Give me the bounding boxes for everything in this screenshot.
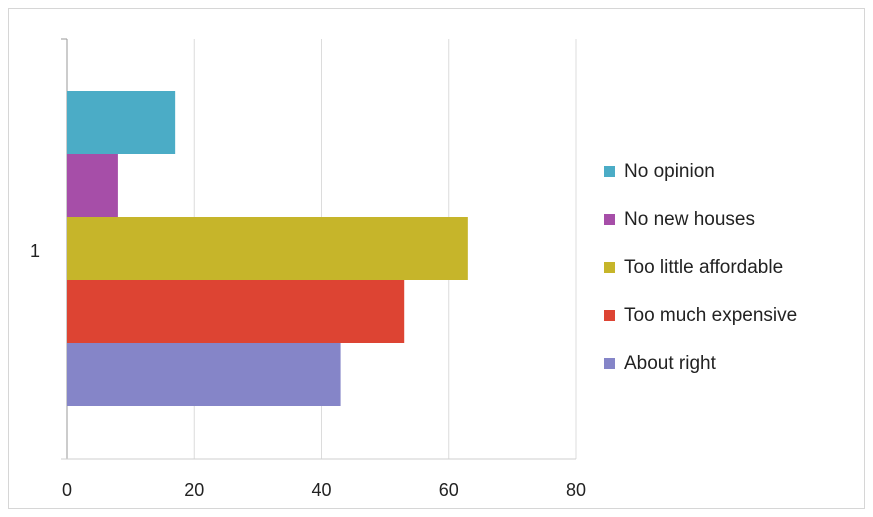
- legend-label: Too little affordable: [624, 257, 783, 278]
- legend-label: No opinion: [624, 161, 715, 182]
- x-tick-label: 20: [184, 480, 204, 500]
- legend-swatch: [604, 214, 615, 225]
- x-axis-ticks: 0 20 40 60 80: [62, 480, 586, 500]
- chart-frame: 0 20 40 60 80 1 No opinion No new houses Too l…: [8, 8, 865, 509]
- legend-swatch: [604, 358, 615, 369]
- x-tick-label: 80: [566, 480, 586, 500]
- x-tick-label: 40: [311, 480, 331, 500]
- legend-label: No new houses: [624, 209, 755, 230]
- legend-swatch: [604, 310, 615, 321]
- legend-swatch: [604, 166, 615, 177]
- legend-swatch: [604, 262, 615, 273]
- bar-no-new-houses: [67, 154, 118, 217]
- category-labels: 1: [30, 241, 40, 261]
- bar-too-much-expensive: [67, 280, 405, 343]
- bar-chart: 0 20 40 60 80 1 No opinion No new houses Too l…: [30, 38, 797, 500]
- x-tick-label: 0: [62, 480, 72, 500]
- legend-label: Too much expensive: [624, 305, 797, 326]
- category-label: 1: [30, 241, 40, 261]
- bar-no-opinion: [67, 91, 176, 154]
- x-tick-label: 60: [439, 480, 459, 500]
- legend: No opinion No new houses Too little afford…: [604, 161, 797, 374]
- legend-label: About right: [624, 353, 717, 374]
- bar-too-little-affordable: [67, 217, 468, 280]
- bar-about-right: [67, 343, 341, 406]
- bars: [67, 91, 468, 406]
